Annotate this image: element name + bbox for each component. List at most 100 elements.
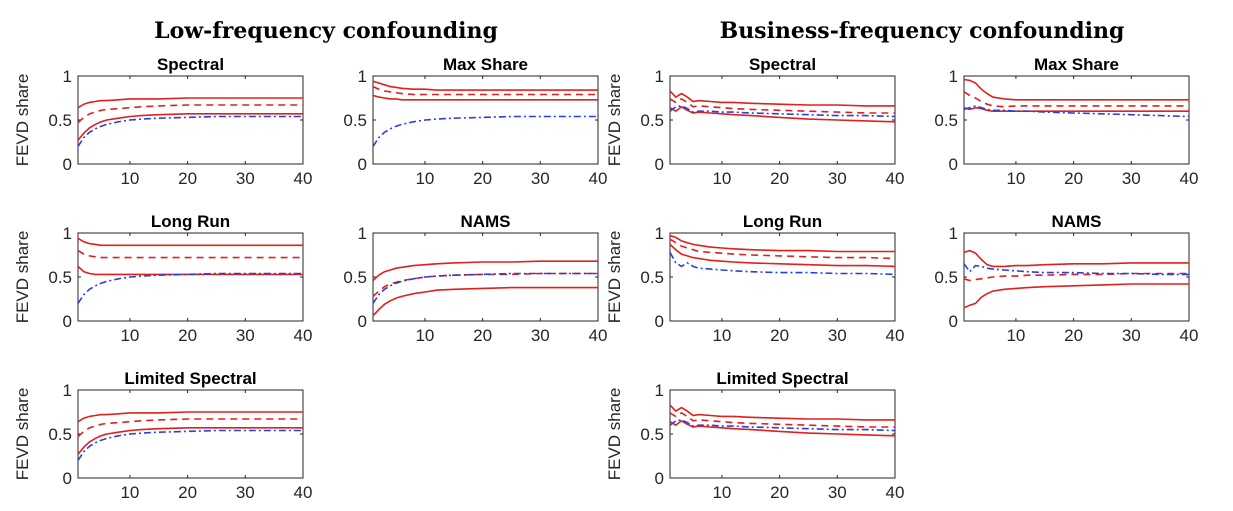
series-line-lower <box>669 243 896 268</box>
x-tick-label: 30 <box>1122 169 1141 188</box>
y-tick-label: 1 <box>655 67 664 86</box>
y-tick-label: 0.5 <box>48 425 72 444</box>
x-tick-label: 30 <box>236 326 255 345</box>
series-line-median <box>669 411 895 428</box>
y-tick-label: 0.5 <box>640 111 664 130</box>
x-tick-label: 10 <box>120 483 139 502</box>
y-tick-label: 1 <box>63 67 72 86</box>
x-tick-label: 40 <box>589 169 608 188</box>
y-tick-label: 1 <box>949 67 958 86</box>
x-tick-label: 10 <box>415 169 434 188</box>
y-tick-label: 0 <box>655 469 664 488</box>
y-axis-label: FEVD share <box>13 74 32 167</box>
x-tick-label: 10 <box>1006 326 1025 345</box>
y-axis-label: FEVD share <box>13 388 32 481</box>
y-tick-label: 0.5 <box>48 111 72 130</box>
series-line-upper <box>77 97 303 109</box>
panel-low-max-share: Max Share 10 20 30 40 0 0.5 1 <box>343 55 607 188</box>
y-tick-label: 0.5 <box>343 268 367 287</box>
panel-title: Long Run <box>743 212 822 231</box>
panel-business-limited-spectral: Limited Spectral FEVD share 10 20 30 40 0 0.5 1 <box>605 369 904 502</box>
x-tick-label: 10 <box>712 483 731 502</box>
axes-box <box>963 75 1190 165</box>
y-tick-label: 0.5 <box>934 111 958 130</box>
series-line-lower <box>77 427 303 455</box>
y-tick-label: 1 <box>949 224 958 243</box>
panel-low-limited-spectral: Limited Spectral FEVD share 10 20 30 40 0 0.5 1 <box>13 369 312 502</box>
x-tick-label: 20 <box>1064 326 1083 345</box>
axes-box <box>372 232 599 322</box>
panel-title: NAMS <box>460 212 510 231</box>
x-tick-label: 40 <box>294 326 313 345</box>
series-line-true <box>963 263 1189 276</box>
x-tick-label: 30 <box>531 169 550 188</box>
series-line-upper <box>77 237 303 247</box>
series-line-true <box>669 105 896 118</box>
y-tick-label: 0.5 <box>640 425 664 444</box>
series-line-median <box>372 85 598 96</box>
y-tick-label: 0 <box>358 312 367 331</box>
x-tick-label: 20 <box>178 169 197 188</box>
x-tick-label: 30 <box>828 169 847 188</box>
panel-low-long-run: Long Run FEVD share 10 20 30 40 0 0.5 1 <box>13 212 312 345</box>
series-line-lower <box>372 286 598 317</box>
x-tick-label: 40 <box>886 483 905 502</box>
y-tick-label: 1 <box>358 224 367 243</box>
series-line-true <box>77 115 303 147</box>
x-tick-label: 20 <box>770 169 789 188</box>
series-line-upper <box>372 260 598 282</box>
series-line-true <box>77 429 303 461</box>
series-line-lower <box>669 105 896 123</box>
x-tick-label: 20 <box>473 326 492 345</box>
series-line-median <box>963 91 1189 108</box>
x-tick-label: 20 <box>178 326 197 345</box>
series-line-lower <box>77 265 303 276</box>
series-line-lower <box>963 106 1189 112</box>
x-tick-label: 40 <box>1180 169 1199 188</box>
series-line-median <box>77 249 303 259</box>
x-tick-label: 30 <box>828 483 847 502</box>
series-line-upper <box>669 90 895 107</box>
panel-title: Spectral <box>749 55 816 74</box>
x-tick-label: 30 <box>236 483 255 502</box>
series-line-median <box>669 238 896 260</box>
x-tick-label: 10 <box>712 326 731 345</box>
series-line-true <box>372 115 598 147</box>
y-tick-label: 1 <box>358 67 367 86</box>
series-line-upper <box>963 78 1189 101</box>
y-tick-label: 0 <box>655 312 664 331</box>
series-line-true <box>372 272 598 304</box>
x-tick-label: 20 <box>473 169 492 188</box>
panel-business-long-run: Long Run FEVD share 10 20 30 40 0 0.5 1 <box>605 212 904 345</box>
series-line-lower <box>77 113 303 141</box>
y-tick-label: 0 <box>63 469 72 488</box>
panel-business-spectral: Spectral FEVD share 10 20 30 40 0 0.5 1 <box>605 55 904 188</box>
series-line-lower <box>669 419 896 437</box>
y-tick-label: 1 <box>655 224 664 243</box>
panel-business-max-share: Max Share 10 20 30 40 0 0.5 1 <box>934 55 1198 188</box>
x-tick-label: 10 <box>712 169 731 188</box>
y-tick-label: 0 <box>63 312 72 331</box>
group-title-low-frequency: Low-frequency confounding <box>154 18 498 44</box>
series-line-median <box>963 272 1189 282</box>
y-tick-label: 1 <box>63 224 72 243</box>
y-axis-label: FEVD share <box>605 74 624 167</box>
x-tick-label: 20 <box>770 326 789 345</box>
x-tick-label: 30 <box>531 326 550 345</box>
y-tick-label: 1 <box>655 381 664 400</box>
y-tick-label: 0 <box>358 155 367 174</box>
panel-title: NAMS <box>1051 212 1101 231</box>
panel-title: Max Share <box>1034 55 1119 74</box>
panel-low-nams: NAMS 10 20 30 40 0 0.5 1 <box>343 212 607 345</box>
y-axis-label: FEVD share <box>13 231 32 324</box>
x-tick-label: 20 <box>178 483 197 502</box>
x-tick-label: 10 <box>120 169 139 188</box>
series-line-upper <box>372 80 598 91</box>
y-tick-label: 0 <box>655 155 664 174</box>
series-line-upper <box>669 404 895 421</box>
panel-title: Limited Spectral <box>124 369 256 388</box>
x-tick-label: 20 <box>770 483 789 502</box>
x-tick-label: 40 <box>294 169 313 188</box>
